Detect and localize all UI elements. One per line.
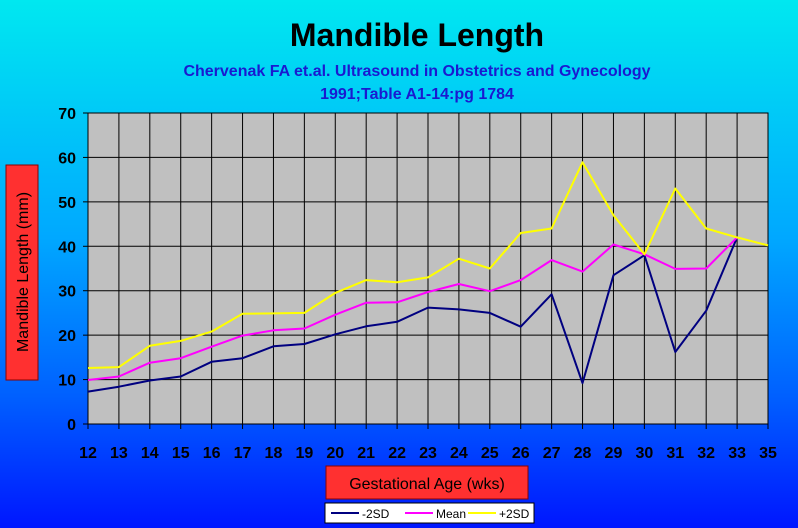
x-tick-label: 16: [203, 445, 221, 462]
y-tick-label: 0: [67, 417, 76, 434]
y-tick-label: 10: [58, 373, 76, 390]
x-tick-label: 21: [357, 445, 375, 462]
x-tick-label: 23: [419, 445, 437, 462]
x-tick-label: 27: [543, 445, 561, 462]
x-tick-label: 29: [605, 445, 623, 462]
y-tick-label: 30: [58, 284, 76, 301]
y-tick-label: 50: [58, 195, 76, 212]
x-tick-label: 18: [265, 445, 283, 462]
x-tick-label: 20: [326, 445, 344, 462]
x-tick-label: 25: [481, 445, 499, 462]
x-tick-label: 32: [697, 445, 715, 462]
legend-label: Mean: [436, 507, 466, 521]
x-tick-label: 30: [635, 445, 653, 462]
x-tick-label: 19: [295, 445, 313, 462]
y-axis-label-box: [5, 164, 39, 381]
x-axis-label: Gestational Age (wks): [349, 476, 505, 493]
x-tick-label: 31: [666, 445, 684, 462]
chart-subtitle-line-1: Chervenak FA et.al. Ultrasound in Obstet…: [183, 63, 650, 80]
y-tick-label: 70: [58, 106, 76, 123]
chart-title: Mandible Length: [290, 17, 544, 53]
x-tick-label: 33: [728, 445, 746, 462]
chart-subtitle-line-2: 1991;Table A1-14:pg 1784: [320, 86, 514, 103]
legend: -2SD Mean +2SD: [331, 507, 530, 521]
x-tick-label: 26: [512, 445, 530, 462]
x-tick-label: 22: [388, 445, 406, 462]
y-axis-ticks: 0 10 20 30 40 50 60 70: [58, 106, 88, 434]
y-tick-label: 60: [58, 150, 76, 167]
x-tick-label: 17: [234, 445, 252, 462]
x-tick-label: 15: [172, 445, 190, 462]
x-tick-label: 35: [759, 445, 777, 462]
legend-label: -2SD: [362, 507, 390, 521]
series-line-2sd: [87, 237, 739, 393]
x-tick-label: 28: [574, 445, 592, 462]
x-tick-label: 24: [450, 445, 468, 462]
y-tick-label: 20: [58, 328, 76, 345]
x-tick-label: 13: [110, 445, 128, 462]
legend-label: +2SD: [499, 507, 530, 521]
y-axis-label: Mandible Length (mm): [15, 192, 32, 352]
y-tick-label: 40: [58, 239, 76, 256]
series-line-mean: [87, 236, 738, 381]
x-tick-label: 14: [141, 445, 159, 462]
series-lines: [87, 161, 769, 393]
series-line-2sd: [87, 161, 769, 369]
x-axis-ticks: 12 13 14 15 16 17 18 19 20 21 22 23 24 25 26 27 28 29 30 31…: [79, 424, 777, 462]
x-axis-label-box: [325, 465, 529, 500]
x-tick-label: 12: [79, 445, 97, 462]
